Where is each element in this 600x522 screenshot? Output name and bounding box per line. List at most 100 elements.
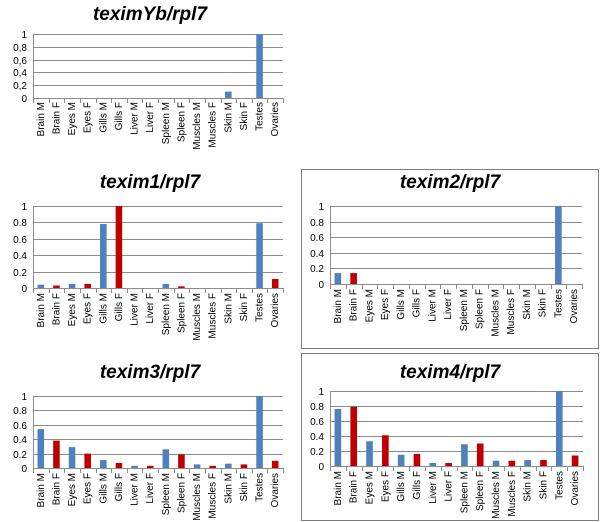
- bar: [555, 391, 563, 466]
- chart-svg: 0 0,2 0,40,6 0,8 1 Brain M Brain F Eyes M Eyes F…: [13, 30, 284, 150]
- x-category-label: Muscles M: [192, 293, 203, 341]
- x-category-label: Eyes F: [380, 471, 391, 502]
- x-category-label: Testes: [255, 102, 266, 131]
- x-category-label: Eyes M: [67, 473, 78, 506]
- x-category-label: Gills F: [114, 293, 125, 321]
- bar: [256, 396, 263, 468]
- x-category-label: Gills M: [98, 102, 109, 133]
- bar: [100, 224, 107, 288]
- x-category-label: Eyes M: [364, 289, 375, 322]
- x-category-label: Testes: [255, 293, 266, 322]
- bar: [178, 454, 185, 468]
- y-tick-label: 0: [318, 280, 324, 291]
- bar: [240, 464, 248, 468]
- bar: [100, 460, 107, 468]
- bar: [334, 273, 342, 284]
- bar: [209, 465, 216, 468]
- bar: [334, 409, 342, 466]
- x-category-label: Brain M: [36, 293, 47, 327]
- bar: [225, 463, 232, 468]
- y-tick-label: 1: [318, 387, 324, 398]
- x-category-label: Spleen M: [161, 102, 172, 144]
- bar: [366, 441, 373, 466]
- x-category-label: Gills M: [396, 471, 407, 502]
- bar: [461, 444, 468, 466]
- x-category-label: Ovaries: [270, 293, 281, 327]
- bar: [115, 206, 123, 288]
- x-category-label: Eyes F: [83, 293, 94, 324]
- x-category-label: Testes: [255, 473, 266, 502]
- chart-title: texim1/rpl7: [99, 172, 201, 193]
- x-category-label: Eyes M: [67, 102, 78, 135]
- chart-frame: [301, 169, 599, 349]
- bar: [445, 463, 452, 466]
- y-tick-label: 0: [318, 462, 324, 473]
- bar: [571, 455, 579, 466]
- bar: [84, 453, 91, 468]
- x-category-label: Brain F: [51, 293, 62, 325]
- bar: [37, 284, 45, 288]
- y-tick-label: 0.6: [13, 235, 27, 246]
- x-category-label: Spleen M: [161, 473, 172, 515]
- bar: [53, 285, 60, 288]
- y-tick-label: 0: [21, 464, 27, 475]
- bar: [350, 406, 358, 466]
- y-tick-label: 1: [318, 202, 324, 213]
- x-category-label: Testes: [554, 471, 565, 500]
- x-category-label: Muscles M: [490, 289, 501, 337]
- x-category-label: Skin F: [538, 471, 549, 499]
- y-tick-label: 1: [21, 392, 27, 403]
- x-category-label: Eyes F: [83, 102, 94, 133]
- y-tick-label: 0.2: [13, 268, 27, 279]
- y-tick-label: 0.6: [310, 417, 324, 428]
- bar: [115, 462, 123, 468]
- x-category-label: Liver F: [443, 289, 454, 320]
- chart-title: texim4/rpl7: [399, 362, 501, 383]
- x-category-label: Gills M: [98, 473, 109, 504]
- x-category-label: Spleen M: [459, 471, 470, 513]
- bar: [193, 464, 201, 468]
- y-tick-label: 0.8: [13, 218, 27, 229]
- bar: [508, 460, 516, 466]
- bar: [178, 286, 185, 288]
- x-category-label: Liver M: [130, 293, 141, 326]
- x-category-label: Brain M: [333, 471, 344, 505]
- y-tick-label: 0.2: [310, 447, 324, 458]
- x-category-label: Skin M: [523, 471, 534, 502]
- bar: [37, 429, 45, 468]
- x-category-label: Muscles F: [208, 102, 219, 148]
- bar: [84, 283, 91, 288]
- x-category-label: Ovaries: [569, 289, 580, 323]
- x-category-label: Skin M: [522, 289, 533, 320]
- y-tick-label: 0.4: [310, 432, 324, 443]
- y-tick-label: 0.6: [310, 233, 324, 244]
- x-category-label: Spleen M: [161, 293, 172, 335]
- y-tick-label: 0.4: [13, 251, 27, 262]
- x-category-label: Liver M: [130, 102, 141, 135]
- x-category-label: Skin F: [239, 102, 250, 130]
- x-category-label: Skin M: [223, 293, 234, 324]
- chart-title: texim3/rpl7: [99, 362, 201, 383]
- chart-frame: [301, 353, 599, 521]
- bar: [225, 91, 232, 98]
- bar: [53, 440, 60, 468]
- bar: [429, 463, 437, 466]
- chart-panel-teximyb: teximYb/rpl7 0 0,2 0,4 0,6 0,8 1 Brain M Brain …: [0, 0, 300, 168]
- x-category-label: Skin M: [223, 473, 234, 504]
- chart-panel-texim1: texim1/rpl7 0 0.2 0.4 0.6 0.8 1 Brain M Brain F…: [0, 168, 300, 350]
- x-category-label: Eyes M: [67, 293, 78, 326]
- bar: [68, 283, 76, 288]
- x-category-label: Muscles F: [506, 289, 517, 335]
- x-category-label: Spleen F: [176, 293, 187, 333]
- x-category-label: Ovaries: [270, 473, 281, 507]
- chart-svg: 0 0.2 0.4 0.6 0.8 1 Brain M Brain F Eyes M Eyes F…: [301, 353, 599, 521]
- y-tick-label: 0.8: [13, 406, 27, 417]
- bar: [382, 435, 389, 466]
- x-category-label: Muscles F: [208, 293, 219, 339]
- bar: [350, 273, 357, 284]
- x-category-label: Muscles M: [192, 473, 203, 521]
- bar: [540, 460, 547, 466]
- x-category-label: Brain F: [51, 473, 62, 505]
- chart-title: texim2/rpl7: [399, 172, 501, 193]
- x-category-label: Skin F: [239, 473, 250, 501]
